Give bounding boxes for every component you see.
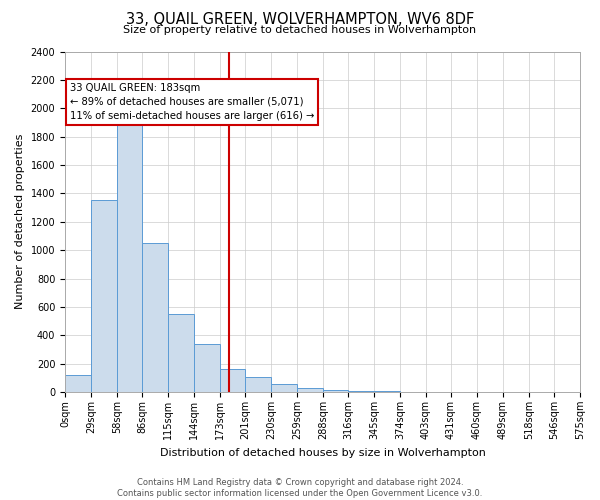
Y-axis label: Number of detached properties: Number of detached properties [15, 134, 25, 310]
X-axis label: Distribution of detached houses by size in Wolverhampton: Distribution of detached houses by size … [160, 448, 485, 458]
Bar [271, 384, 297, 392]
Text: 33 QUAIL GREEN: 183sqm
← 89% of detached houses are smaller (5,071)
11% of semi-: 33 QUAIL GREEN: 183sqm ← 89% of detached… [70, 82, 314, 120]
Bar [65, 375, 91, 392]
Bar [323, 390, 348, 392]
Bar [348, 391, 374, 392]
Text: Contains HM Land Registry data © Crown copyright and database right 2024.
Contai: Contains HM Land Registry data © Crown c… [118, 478, 482, 498]
Bar [168, 314, 194, 392]
Text: 33, QUAIL GREEN, WOLVERHAMPTON, WV6 8DF: 33, QUAIL GREEN, WOLVERHAMPTON, WV6 8DF [126, 12, 474, 28]
Bar [194, 344, 220, 392]
Bar [117, 126, 142, 392]
Bar [297, 388, 323, 392]
Bar [220, 370, 245, 392]
Text: Size of property relative to detached houses in Wolverhampton: Size of property relative to detached ho… [124, 25, 476, 35]
Bar [91, 200, 117, 392]
Bar [245, 377, 271, 392]
Bar [142, 243, 168, 392]
